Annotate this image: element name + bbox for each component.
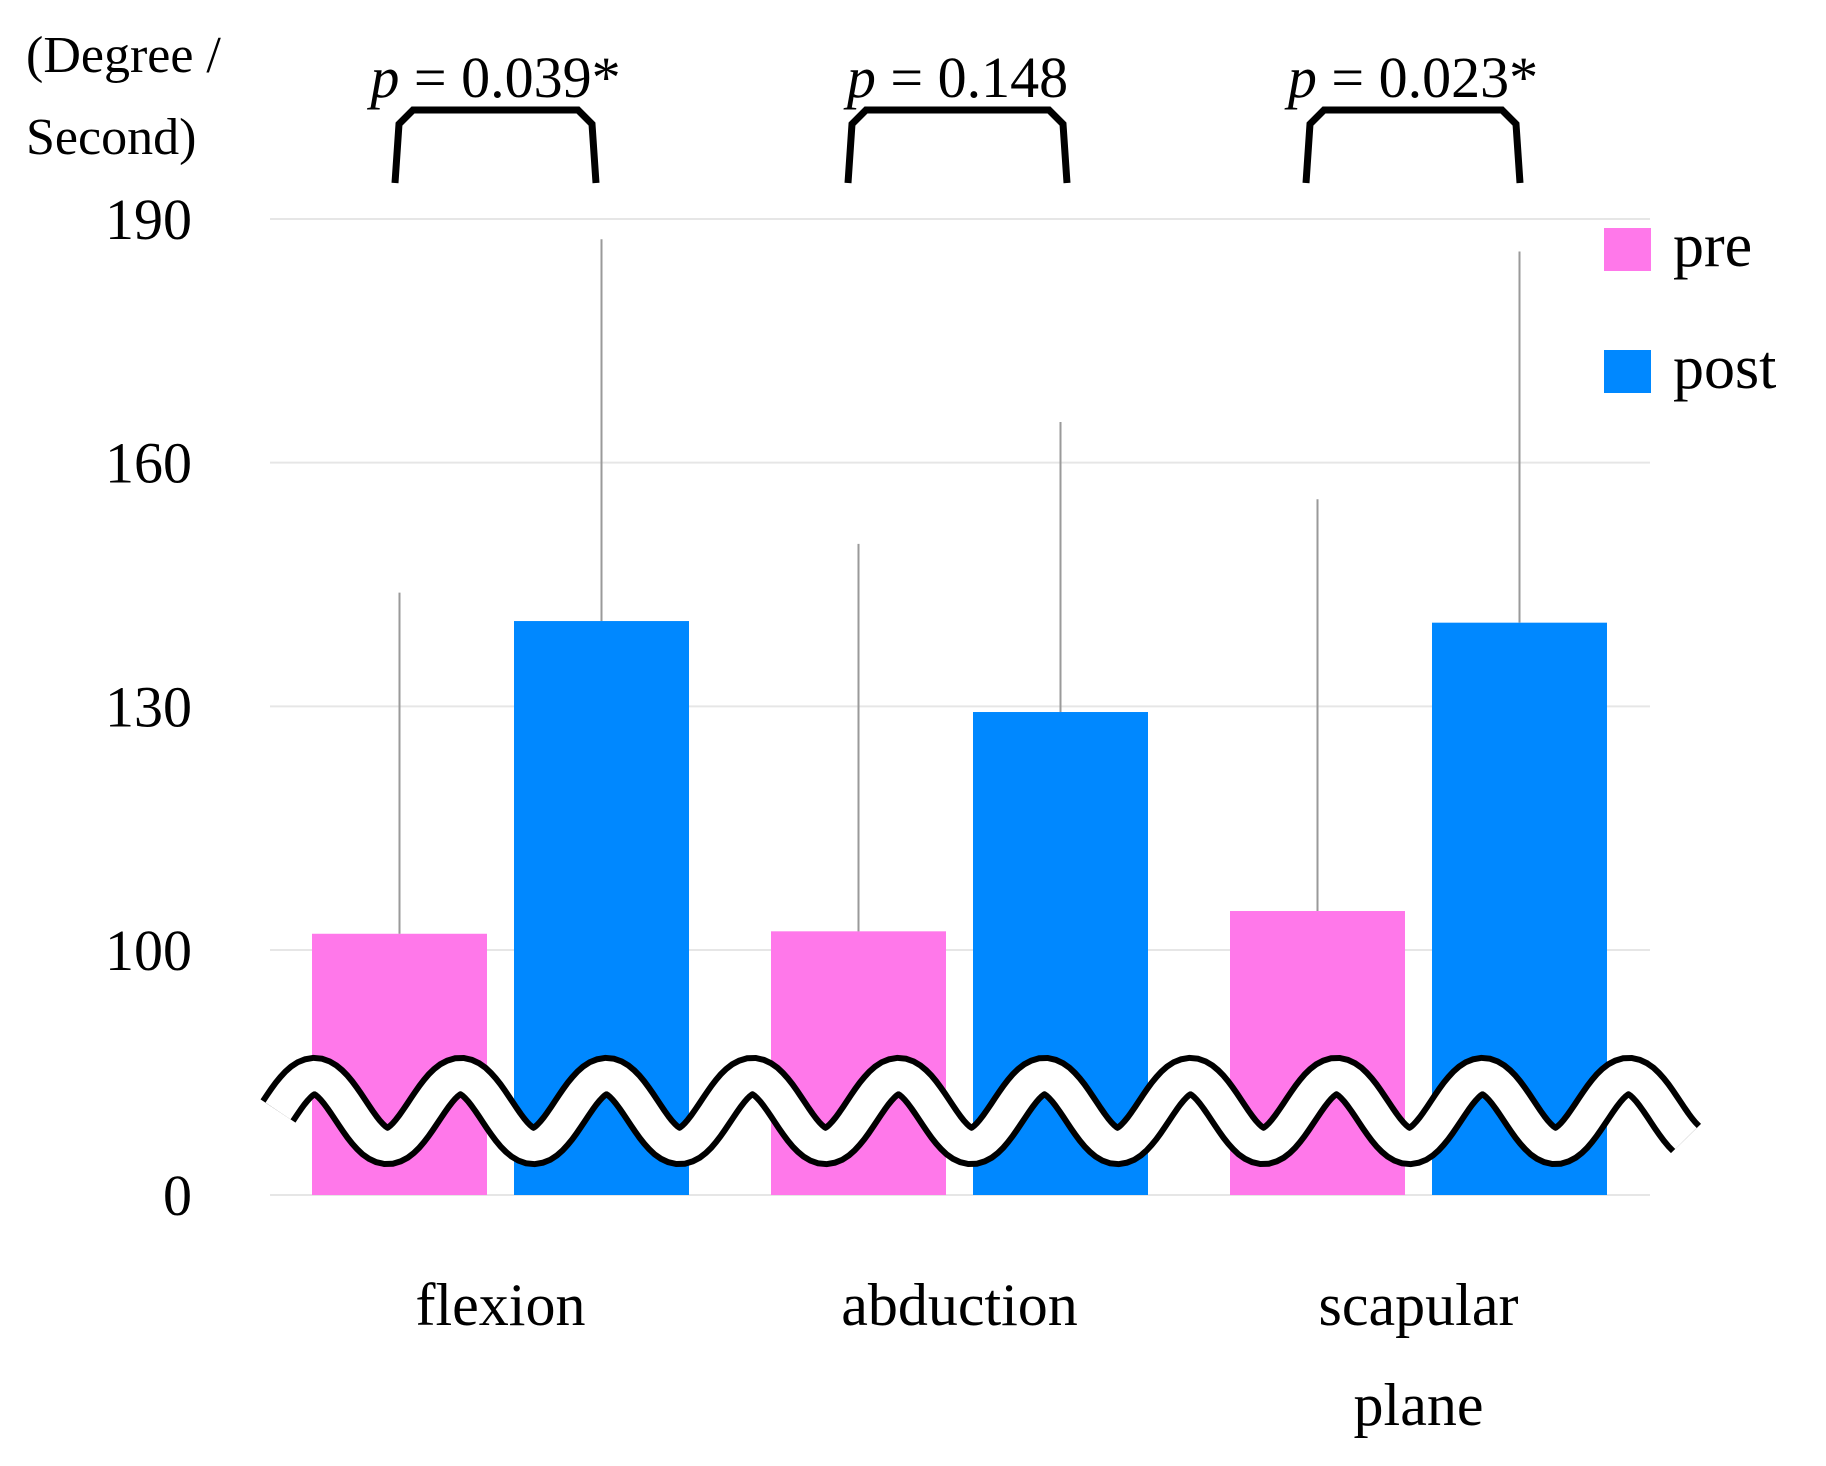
y-axis-label-line: (Degree / xyxy=(26,27,221,84)
x-category-label-line: scapular xyxy=(1319,1272,1519,1338)
x-category-label-line: plane xyxy=(1354,1372,1484,1438)
legend-label-pre: pre xyxy=(1673,212,1752,280)
p-value-symbol: p xyxy=(843,45,876,110)
p-value-symbol: p xyxy=(366,45,399,110)
y-axis-label: (Degree / Second) xyxy=(26,27,221,166)
significance-bracket xyxy=(844,106,1071,184)
x-category-label: flexion xyxy=(416,1272,586,1338)
significance-bracket xyxy=(391,106,600,184)
y-tick-label: 100 xyxy=(105,918,192,983)
p-value-text: = 0.148 xyxy=(876,45,1068,110)
legend-swatch-post xyxy=(1604,350,1651,393)
error-bars xyxy=(398,239,1521,934)
legend: pre post xyxy=(1604,212,1776,402)
x-category-label: abduction xyxy=(841,1272,1078,1338)
significance-annotations: p = 0.039* p = 0.148 p = 0.023* xyxy=(366,45,1538,184)
p-value-label: p = 0.023* xyxy=(1284,45,1538,110)
x-category-label: scapular plane xyxy=(1319,1272,1519,1438)
p-value-symbol: p xyxy=(1284,45,1317,110)
y-tick-label: 130 xyxy=(105,674,192,739)
y-tick-label: 190 xyxy=(105,187,192,252)
p-value-text: = 0.023* xyxy=(1317,45,1538,110)
legend-swatch-pre xyxy=(1604,228,1651,271)
p-value-text: = 0.039* xyxy=(399,45,620,110)
p-value-label: p = 0.148 xyxy=(843,45,1068,110)
axis-break-band xyxy=(265,1060,1697,1162)
x-category-label-line: flexion xyxy=(416,1272,586,1338)
x-category-labels: flexion abduction scapular plane xyxy=(416,1272,1519,1438)
y-tick-label: 0 xyxy=(163,1163,192,1228)
significance-bracket xyxy=(1302,106,1524,184)
y-tick-labels: 0 100 130 160 190 xyxy=(105,187,192,1228)
p-value-label: p = 0.039* xyxy=(366,45,620,110)
y-axis-label-line: Second) xyxy=(26,109,196,166)
axis-break xyxy=(260,1054,1702,1168)
x-category-label-line: abduction xyxy=(841,1272,1078,1338)
grid-lines xyxy=(270,218,1650,1196)
y-tick-label: 160 xyxy=(105,431,192,496)
legend-label-post: post xyxy=(1673,334,1776,402)
